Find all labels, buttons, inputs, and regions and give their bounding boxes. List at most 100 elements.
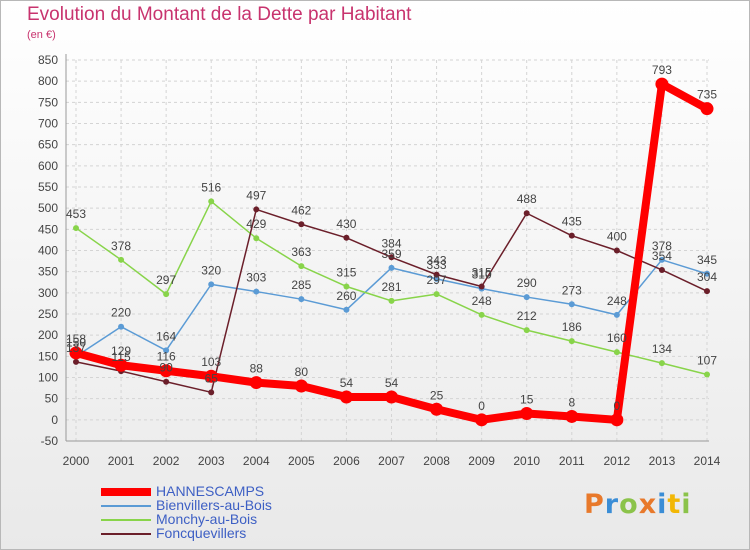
data-point-monchy-au-bois [118, 256, 125, 263]
x-tick-label: 2008 [423, 454, 450, 468]
data-point-bienvillers-au-bois [253, 288, 260, 295]
data-label-foncquevillers: 488 [517, 192, 537, 206]
data-point-foncquevillers [704, 288, 710, 295]
y-tick-label: 550 [38, 180, 58, 194]
legend-label: Bienvillers-au-Bois [156, 497, 272, 513]
y-tick-label: 650 [38, 138, 58, 152]
data-label-bienvillers-au-bois: 359 [381, 247, 401, 261]
data-label-foncquevillers: 400 [607, 230, 627, 244]
data-point-foncquevillers [433, 271, 440, 278]
data-point-monchy-au-bois [433, 291, 440, 298]
data-label-monchy-au-bois: 429 [246, 217, 266, 231]
data-label-hannescamps: 735 [697, 88, 717, 102]
legend-swatch [101, 533, 151, 535]
data-point-bienvillers-au-bois [298, 296, 305, 303]
data-point-monchy-au-bois [613, 349, 620, 356]
data-label-hannescamps: 129 [111, 344, 131, 358]
data-point-foncquevillers [253, 206, 260, 213]
data-point-bienvillers-au-bois [613, 311, 620, 318]
data-point-foncquevillers [388, 254, 395, 261]
logo-letter: o [619, 489, 639, 520]
data-label-bienvillers-au-bois: 220 [111, 306, 131, 320]
data-label-foncquevillers: 115 [112, 350, 131, 364]
data-label-foncquevillers: 497 [246, 188, 266, 202]
data-point-foncquevillers [523, 210, 530, 217]
data-point-monchy-au-bois [568, 338, 575, 345]
x-tick-label: 2004 [243, 454, 270, 468]
logo-letter: P [584, 489, 605, 520]
legend-swatch [101, 505, 151, 507]
data-point-foncquevillers [163, 378, 170, 385]
data-label-foncquevillers: 90 [159, 361, 173, 375]
data-point-bienvillers-au-bois [568, 301, 575, 308]
y-tick-label: 500 [38, 201, 58, 215]
data-label-bienvillers-au-bois: 248 [607, 294, 627, 308]
data-label-foncquevillers: 137 [66, 341, 86, 355]
data-label-monchy-au-bois: 281 [381, 280, 401, 294]
data-label-bienvillers-au-bois: 164 [156, 329, 176, 343]
y-tick-label: 0 [51, 413, 58, 427]
data-point-hannescamps [339, 390, 353, 404]
data-point-foncquevillers [298, 221, 305, 228]
data-point-foncquevillers [73, 358, 79, 365]
data-point-foncquevillers [568, 232, 575, 239]
data-point-bienvillers-au-bois [433, 275, 440, 282]
data-label-hannescamps: 158 [66, 332, 86, 346]
x-tick-label: 2009 [468, 454, 495, 468]
data-point-monchy-au-bois [343, 283, 350, 290]
legend-label: Monchy-au-Bois [156, 511, 258, 527]
legend-label: HANNESCAMPS [156, 483, 265, 499]
data-label-monchy-au-bois: 248 [472, 294, 492, 308]
data-label-foncquevillers: 384 [381, 236, 401, 250]
data-label-hannescamps: 80 [295, 365, 309, 379]
x-tick-label: 2011 [559, 454, 585, 468]
x-tick-label: 2007 [378, 454, 405, 468]
data-label-bienvillers-au-bois: 150 [66, 335, 86, 349]
data-label-bienvillers-au-bois: 303 [246, 271, 266, 285]
data-label-foncquevillers: 354 [652, 249, 672, 263]
data-label-monchy-au-bois: 186 [562, 320, 582, 334]
legend-swatch [101, 519, 151, 521]
y-tick-label: 200 [38, 328, 58, 342]
data-label-hannescamps: 0 [614, 399, 621, 413]
data-point-bienvillers-au-bois [388, 264, 395, 271]
data-label-bienvillers-au-bois: 285 [291, 278, 311, 292]
data-label-hannescamps: 8 [568, 395, 575, 409]
data-point-bienvillers-au-bois [118, 323, 125, 330]
data-point-monchy-au-bois [253, 235, 260, 242]
data-point-monchy-au-bois [163, 291, 170, 298]
x-tick-label: 2006 [333, 454, 360, 468]
data-point-hannescamps [249, 376, 263, 390]
data-label-foncquevillers: 315 [472, 265, 492, 279]
data-point-hannescamps [430, 402, 444, 416]
data-point-bienvillers-au-bois [704, 270, 710, 277]
data-point-bienvillers-au-bois [163, 347, 170, 354]
data-point-monchy-au-bois [523, 327, 530, 334]
data-point-hannescamps [565, 409, 579, 423]
data-label-bienvillers-au-bois: 290 [517, 276, 537, 290]
data-point-monchy-au-bois [388, 297, 395, 304]
y-tick-label: 750 [38, 95, 58, 109]
data-label-foncquevillers: 304 [697, 270, 717, 284]
data-label-monchy-au-bois: 516 [201, 180, 221, 194]
data-label-hannescamps: 116 [157, 350, 176, 364]
data-label-foncquevillers: 430 [336, 217, 356, 231]
x-tick-label: 2014 [694, 454, 721, 468]
x-tick-label: 2002 [153, 454, 180, 468]
data-point-bienvillers-au-bois [343, 306, 350, 313]
y-tick-label: -50 [41, 434, 59, 448]
data-point-monchy-au-bois [478, 311, 485, 318]
data-label-hannescamps: 103 [201, 355, 221, 369]
data-label-monchy-au-bois: 315 [336, 265, 356, 279]
data-point-monchy-au-bois [704, 371, 710, 378]
data-label-hannescamps: 25 [430, 388, 444, 402]
data-label-hannescamps: 88 [250, 362, 264, 376]
data-point-hannescamps [700, 102, 714, 116]
y-tick-label: 100 [38, 371, 58, 385]
data-label-hannescamps: 54 [340, 376, 354, 390]
x-tick-label: 2012 [604, 454, 631, 468]
x-tick-label: 2000 [63, 454, 90, 468]
data-label-monchy-au-bois: 453 [66, 207, 86, 221]
data-point-hannescamps [520, 406, 534, 420]
